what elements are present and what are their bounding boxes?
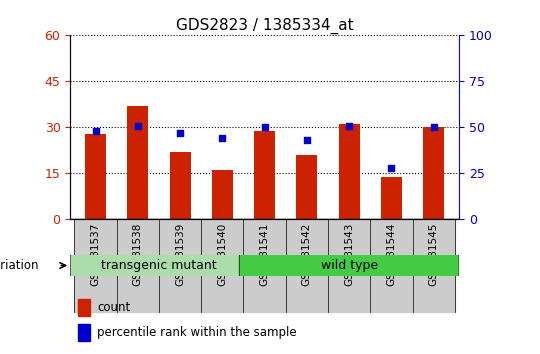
Bar xyxy=(370,219,413,312)
Bar xyxy=(85,133,106,219)
Point xyxy=(91,128,100,134)
Bar xyxy=(423,127,444,219)
Bar xyxy=(159,219,201,312)
Bar xyxy=(117,219,159,312)
Text: wild type: wild type xyxy=(321,259,377,272)
Bar xyxy=(413,219,455,312)
Text: genotype/variation: genotype/variation xyxy=(0,259,39,272)
Point xyxy=(429,125,438,130)
Point xyxy=(302,137,311,143)
Bar xyxy=(381,177,402,219)
Point xyxy=(176,130,184,136)
Bar xyxy=(286,219,328,312)
Text: count: count xyxy=(97,301,131,314)
Point xyxy=(260,125,269,130)
Bar xyxy=(170,152,191,219)
Bar xyxy=(244,219,286,312)
Bar xyxy=(328,219,370,312)
Bar xyxy=(75,219,117,312)
Bar xyxy=(254,131,275,219)
Bar xyxy=(78,299,90,316)
Title: GDS2823 / 1385334_at: GDS2823 / 1385334_at xyxy=(176,18,353,34)
Bar xyxy=(201,219,244,312)
Text: percentile rank within the sample: percentile rank within the sample xyxy=(97,326,297,339)
Bar xyxy=(78,324,90,341)
Text: transgenic mutant: transgenic mutant xyxy=(101,259,217,272)
Point xyxy=(345,123,354,129)
Point xyxy=(133,123,142,129)
Bar xyxy=(296,155,318,219)
Point xyxy=(387,165,396,171)
FancyBboxPatch shape xyxy=(239,254,459,277)
FancyBboxPatch shape xyxy=(70,254,248,277)
Bar xyxy=(339,124,360,219)
Point xyxy=(218,136,227,141)
Bar xyxy=(212,170,233,219)
Bar xyxy=(127,106,149,219)
